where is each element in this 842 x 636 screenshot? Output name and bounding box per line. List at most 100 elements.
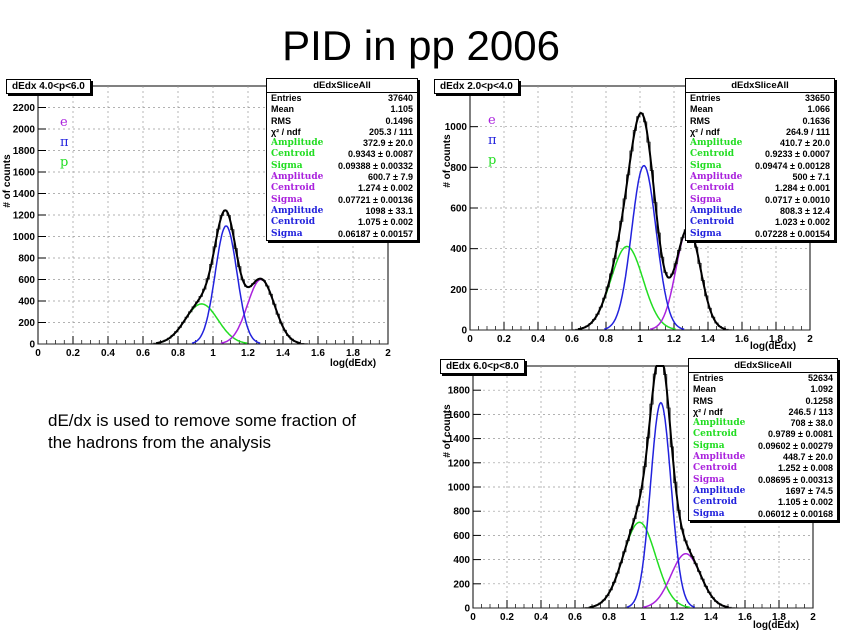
stats-row: Sigma 0.0717 ± 0.0010 <box>686 195 834 206</box>
stats-key: Entries <box>271 93 302 103</box>
x-tick-label: 0.2 <box>497 334 511 345</box>
x-tick-label: 1 <box>640 612 646 623</box>
y-tick-label: 1600 <box>448 410 471 421</box>
stats-row: Amplitude 448.7 ± 20.0 <box>689 452 837 463</box>
stats-value: 808.3 ± 12.4 <box>780 205 830 216</box>
chart-c-badge: dEdx 6.0<p<8.0 <box>440 359 525 374</box>
stats-row: χ² / ndf 246.5 / 113 <box>689 407 837 418</box>
x-tick-label: 1.6 <box>738 612 752 623</box>
stats-row: Amplitude 600.7 ± 7.9 <box>267 172 417 183</box>
total-fit-curve <box>589 365 729 609</box>
stats-key: RMS <box>693 395 713 406</box>
x-axis-label: log(dEdx) <box>753 620 799 631</box>
stats-value: 372.9 ± 20.0 <box>363 138 413 149</box>
stats-title: dEdxSliceAll <box>686 79 834 93</box>
x-tick-label: 0.8 <box>599 334 613 345</box>
y-tick-label: 2200 <box>13 103 36 114</box>
stats-title: dEdxSliceAll <box>689 359 837 373</box>
x-tick-label: 0.4 <box>101 348 115 359</box>
stats-value: 1098 ± 33.1 <box>365 205 413 216</box>
x-tick-label: 2 <box>810 612 816 623</box>
x-tick-label: 1.8 <box>769 334 783 345</box>
x-tick-label: 0 <box>470 612 476 623</box>
stats-key: Sigma <box>271 228 303 239</box>
stats-value: 600.7 ± 7.9 <box>368 172 413 183</box>
stats-value: 1.105 <box>390 104 413 115</box>
stats-row: Centroid 0.9233 ± 0.0007 <box>686 149 834 160</box>
legend-item-2: p <box>488 153 496 168</box>
stats-value: 0.1496 <box>385 115 413 126</box>
legend-item-0: e <box>60 115 68 130</box>
chart-panel-c: 0 0.2 0.4 0.6 0.8 1 1.2 1.4 1.6 1.8 2 0 200 400 600 800… <box>430 356 840 636</box>
chart-panel-a: 0 0.2 0.4 0.6 0.8 1 1.2 1.4 1.6 1.8 2 0 200 400 600 800… <box>0 76 420 376</box>
stats-value: 0.0717 ± 0.0010 <box>765 194 830 205</box>
x-tick-label: 1.4 <box>276 348 290 359</box>
stats-row: Sigma 0.09388 ± 0.00332 <box>267 161 417 172</box>
y-tick-label: 1600 <box>13 168 36 179</box>
y-tick-label: 1800 <box>448 386 471 397</box>
chart-a-badge: dEdx 4.0<p<6.0 <box>6 79 91 94</box>
y-tick-label: 1400 <box>13 189 36 200</box>
y-tick-label: 800 <box>450 163 467 174</box>
stats-key: Sigma <box>690 228 722 239</box>
stats-key: Centroid <box>693 429 738 440</box>
stats-value: 205.3 / 111 <box>368 126 413 137</box>
stats-row: Sigma 0.06187 ± 0.00157 <box>267 229 417 240</box>
stats-row: Centroid 1.105 ± 0.002 <box>689 497 837 508</box>
stats-key: Amplitude <box>693 485 746 496</box>
stats-value: 0.08695 ± 0.00313 <box>757 474 833 485</box>
stats-row: Sigma 0.07228 ± 0.00154 <box>686 229 834 240</box>
stats-value: 1.092 <box>810 384 833 395</box>
stats-key: Sigma <box>271 194 303 205</box>
fit-curve-pi <box>626 401 696 608</box>
total-fit-curve <box>155 209 301 345</box>
stats-row: χ² / ndf 205.3 / 111 <box>267 127 417 138</box>
stats-value: 1.274 ± 0.002 <box>358 183 413 194</box>
stats-row: Centroid 1.274 ± 0.002 <box>267 183 417 194</box>
x-tick-label: 0 <box>35 348 41 359</box>
stats-value: 0.07721 ± 0.00136 <box>337 194 413 205</box>
x-tick-label: 1.4 <box>704 612 718 623</box>
stats-title: dEdxSliceAll <box>267 79 417 93</box>
fit-curve-pi <box>604 164 685 330</box>
x-tick-label: 1.6 <box>735 334 749 345</box>
stats-value: 448.7 ± 20.0 <box>783 452 833 463</box>
stats-value: 0.1258 <box>805 395 833 406</box>
stats-key: Amplitude <box>271 138 324 149</box>
stats-key: RMS <box>271 115 291 126</box>
stats-value: 264.9 / 111 <box>785 126 830 137</box>
stats-row: Entries 37640 <box>267 93 417 104</box>
stats-key: χ² / ndf <box>693 406 723 417</box>
stats-key: Sigma <box>693 440 725 451</box>
y-tick-label: 600 <box>450 204 467 215</box>
stats-key: Centroid <box>690 183 735 194</box>
stats-key: Entries <box>690 93 721 103</box>
stats-row: Amplitude 1697 ± 74.5 <box>689 486 837 497</box>
stats-key: RMS <box>690 115 710 126</box>
stats-value: 500 ± 7.1 <box>792 172 830 183</box>
stats-row: Centroid 1.284 ± 0.001 <box>686 183 834 194</box>
stats-row: Mean 1.066 <box>686 104 834 115</box>
stats-row: Centroid 1.023 ± 0.002 <box>686 217 834 228</box>
stats-key: χ² / ndf <box>690 126 720 137</box>
chart-a-stats-box: dEdxSliceAll Entries 37640 Mean 1.105 RMS 0.14… <box>266 78 418 241</box>
stats-row: Entries 52634 <box>689 373 837 384</box>
stats-key: Centroid <box>271 149 316 160</box>
stats-value: 52634 <box>807 373 833 383</box>
x-tick-label: 1 <box>210 348 216 359</box>
y-tick-label: 600 <box>18 275 35 286</box>
x-tick-label: 2 <box>807 334 813 345</box>
stats-value: 0.06187 ± 0.00157 <box>337 228 413 239</box>
y-tick-label: 200 <box>450 285 467 296</box>
stats-key: Amplitude <box>693 452 746 463</box>
stats-row: Sigma 0.09474 ± 0.00128 <box>686 161 834 172</box>
legend-item-1: π <box>488 133 497 148</box>
stats-value: 37640 <box>387 93 413 103</box>
x-tick-label: 1.2 <box>241 348 255 359</box>
stats-row: Centroid 0.9343 ± 0.0087 <box>267 149 417 160</box>
x-tick-label: 1.8 <box>346 348 360 359</box>
stats-key: Mean <box>693 384 717 395</box>
stats-row: RMS 0.1636 <box>686 116 834 127</box>
stats-row: Amplitude 500 ± 7.1 <box>686 172 834 183</box>
stats-value: 0.09474 ± 0.00128 <box>754 160 830 171</box>
